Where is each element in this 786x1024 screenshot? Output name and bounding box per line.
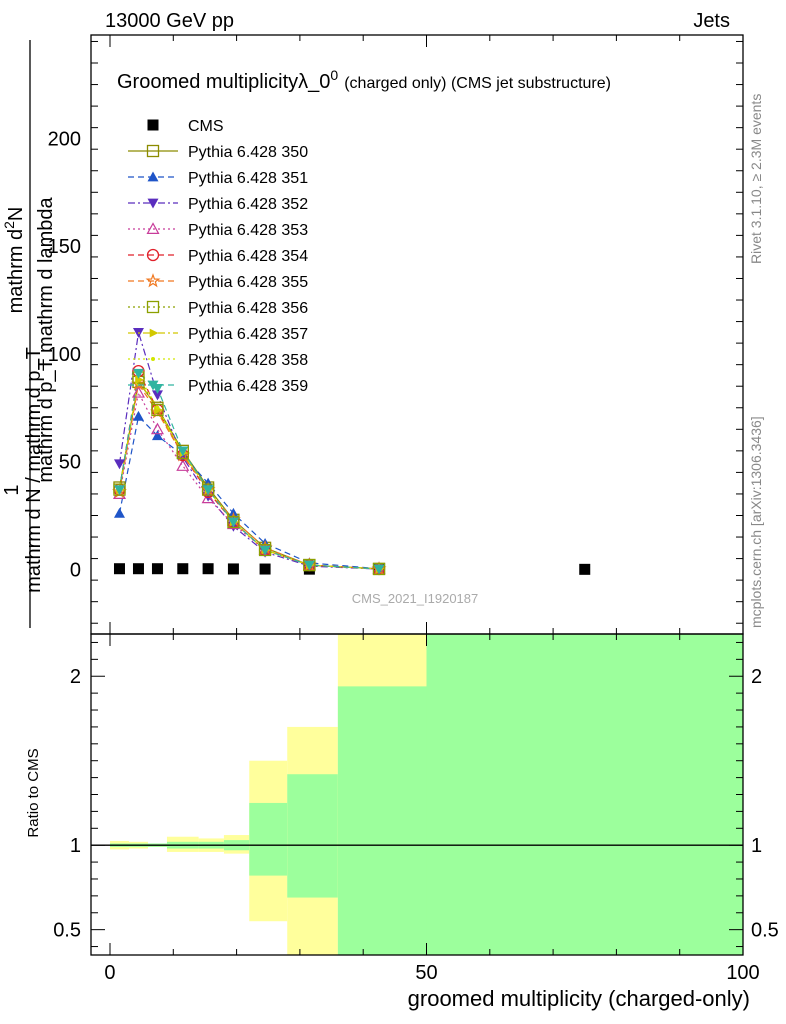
- data-point: [132, 563, 144, 575]
- y-tick-label: 150: [48, 236, 81, 258]
- data-point: [579, 563, 591, 575]
- data-point: [146, 300, 160, 314]
- ratio-y-tick-label-right: 0.5: [751, 920, 779, 942]
- energy-label: 13000 GeV pp: [105, 10, 234, 32]
- data-point: [151, 390, 163, 401]
- legend-entry-label: Pythia 6.428 354: [188, 248, 308, 265]
- data-point: [113, 485, 125, 496]
- plot-title-sup: 0: [330, 67, 338, 83]
- y-tick-label: 100: [48, 344, 81, 366]
- x-tick-label: 100: [726, 962, 759, 984]
- data-point: [113, 459, 125, 470]
- data-point: [155, 405, 160, 410]
- ratio-band-inner: [249, 802, 288, 876]
- x-tick-label: 0: [104, 962, 115, 984]
- ratio-axis-ticks: 0 50 100 0.5 0.5 1 1 2 2: [53, 634, 779, 984]
- ratio-y-tick-label-left: 0.5: [53, 920, 81, 942]
- legend: CMS Pythia 6.428 350 Pythia 6.428 351 Pythi…: [128, 118, 308, 395]
- ratio-band-inner: [426, 634, 743, 955]
- legend-entry-label: Pythia 6.428 356: [188, 300, 308, 317]
- plot-title: Groomed multiplicityλ_00 (charged only) (…: [117, 67, 611, 93]
- ratio-ylabel: Ratio to CMS: [25, 748, 42, 837]
- data-point: [147, 119, 159, 131]
- ylabel-prefactor: 1: [1, 484, 23, 495]
- data-point: [132, 410, 144, 421]
- data-point: [145, 273, 161, 288]
- data-point: [149, 328, 159, 338]
- rivet-version-label: Rivet 3.1.10, ≥ 2.3M events: [748, 94, 764, 264]
- data-point: [131, 376, 146, 391]
- data-point: [131, 385, 145, 398]
- data-point: [176, 459, 190, 471]
- data-point: [202, 563, 214, 575]
- legend-entry-label: Pythia 6.428 351: [188, 170, 308, 187]
- plot-title-main: Groomed multiplicityλ_0: [117, 71, 330, 93]
- data-point: [147, 198, 159, 209]
- legend-entry-label: Pythia 6.428 357: [188, 326, 308, 343]
- ratio-bands: [91, 634, 743, 955]
- data-point: [135, 375, 144, 385]
- legend-entry-label: Pythia 6.428 352: [188, 196, 308, 213]
- data-point: [147, 380, 159, 391]
- data-point: [202, 485, 214, 496]
- legend-entry-label: CMS: [188, 118, 224, 135]
- data-point: [201, 491, 215, 504]
- ratio-band-inner: [287, 774, 338, 898]
- ratio-y-tick-label-right: 1: [751, 835, 762, 857]
- data-point: [151, 430, 163, 441]
- y-tick-label: 50: [59, 452, 81, 474]
- data-point: [146, 222, 160, 234]
- data-point: [132, 368, 144, 379]
- data-point: [227, 517, 239, 528]
- legend-entry-label: Pythia 6.428 359: [188, 378, 308, 395]
- plot-title-suffix: (charged only) (CMS jet substructure): [344, 75, 611, 92]
- data-point: [259, 545, 271, 556]
- data-point: [303, 560, 315, 571]
- x-tick-label: 50: [415, 962, 437, 984]
- analysis-watermark: CMS_2021_I1920187: [352, 591, 479, 606]
- legend-entry-label: Pythia 6.428 358: [188, 352, 308, 369]
- ratio-y-tick-label-right: 2: [751, 666, 762, 688]
- data-point: [113, 563, 125, 575]
- data-point: [373, 564, 385, 575]
- data-point: [113, 507, 125, 518]
- main-axis-ticks: 0 50 100 150 200: [48, 35, 744, 634]
- mcplots-label: mcplots.cern.ch [arXiv:1306.3436]: [748, 416, 764, 628]
- data-point: [146, 248, 160, 262]
- ylabel-denominator: mathrm d p_T mathrm d lambda: [35, 196, 57, 482]
- x-axis-label: groomed multiplicity (charged-only): [408, 986, 750, 1011]
- data-point: [146, 144, 160, 158]
- y-tick-label: 0: [70, 559, 81, 581]
- legend-entry-label: Pythia 6.428 350: [188, 144, 308, 161]
- y-tick-label: 200: [48, 128, 81, 150]
- legend-entry-label: Pythia 6.428 355: [188, 274, 308, 291]
- ratio-y-tick-label-left: 1: [70, 835, 81, 857]
- y-axis-label-main: mathrm d2N mathrm d p_T mathrm d lambda …: [1, 40, 57, 628]
- data-point: [150, 422, 164, 435]
- ratio-band-inner: [337, 686, 427, 955]
- data-point: [227, 563, 239, 575]
- series-line: [118, 390, 380, 570]
- ratio-y-tick-label-left: 2: [70, 666, 81, 688]
- data-point: [177, 446, 189, 457]
- ylabel-numerator: mathrm d2N: [1, 207, 27, 314]
- data-point: [151, 357, 155, 361]
- legend-entry-label: Pythia 6.428 353: [188, 222, 308, 239]
- data-point: [177, 563, 189, 575]
- data-point: [259, 563, 271, 575]
- data-point: [147, 171, 159, 182]
- data-point: [151, 563, 163, 575]
- series-markers: [112, 327, 591, 576]
- category-label: Jets: [693, 10, 730, 32]
- ylabel-lower: mathrm d N / mathrm d p_T: [23, 347, 45, 593]
